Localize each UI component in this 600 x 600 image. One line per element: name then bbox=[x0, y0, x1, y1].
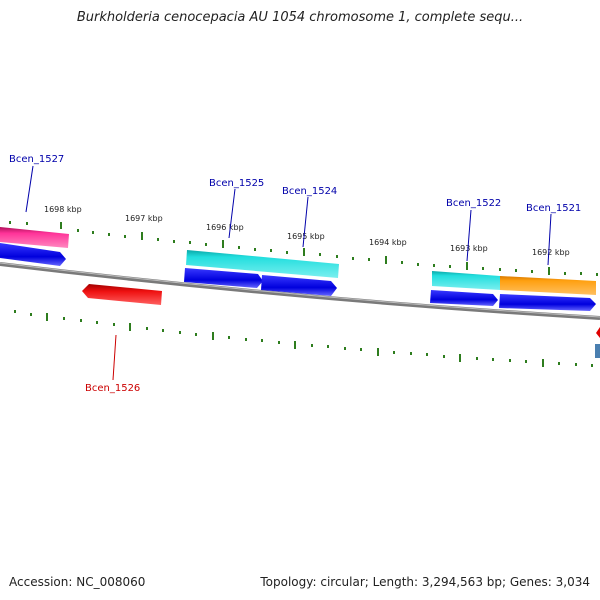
gene-feature-cyan-1522[interactable] bbox=[432, 271, 500, 290]
label-callouts bbox=[25, 165, 552, 381]
gene-feature-magenta[interactable] bbox=[0, 227, 69, 248]
gene-label-bcen-1521[interactable]: Bcen_1521 bbox=[526, 203, 581, 214]
partial-feature-steelblue bbox=[595, 344, 600, 358]
cds-arrow[interactable] bbox=[184, 268, 263, 288]
gene-label-bcen-1522[interactable]: Bcen_1522 bbox=[446, 198, 501, 209]
cds-arrow[interactable] bbox=[499, 294, 596, 311]
gene-label-bcen-1524[interactable]: Bcen_1524 bbox=[282, 186, 337, 197]
chromosome-backbone bbox=[0, 262, 600, 320]
cds-arrow[interactable] bbox=[430, 290, 498, 306]
accession-label: Accession: NC_008060 bbox=[9, 575, 146, 589]
upper-ticks bbox=[9, 221, 598, 276]
kbp-label: 1697 kbp bbox=[125, 214, 163, 223]
gene-feature-cyan-1525[interactable] bbox=[186, 250, 339, 278]
map-title: Burkholderia cenocepacia AU 1054 chromos… bbox=[76, 10, 524, 25]
cds-arrow[interactable] bbox=[261, 275, 337, 296]
gene-label-bcen-1527[interactable]: Bcen_1527 bbox=[9, 154, 64, 165]
cds-arrow[interactable] bbox=[0, 243, 66, 266]
gene-label-bcen-1526[interactable]: Bcen_1526 bbox=[85, 383, 140, 394]
kbp-label: 1698 kbp bbox=[44, 205, 82, 214]
gene-feature-red-1526[interactable] bbox=[82, 284, 162, 305]
kbp-label: 1694 kbp bbox=[369, 238, 407, 247]
partial-feature-red bbox=[596, 327, 600, 338]
gene-feature-orange-1521[interactable] bbox=[500, 276, 596, 295]
kbp-label: 1692 kbp bbox=[532, 248, 570, 257]
gene-label-bcen-1525[interactable]: Bcen_1525 bbox=[209, 178, 264, 189]
lower-ticks bbox=[14, 310, 593, 367]
kbp-label: 1695 kbp bbox=[287, 232, 325, 241]
kbp-label: 1693 kbp bbox=[450, 244, 488, 253]
topology-label: Topology: circular; Length: 3,294,563 bp… bbox=[260, 575, 590, 589]
kbp-label: 1696 kbp bbox=[206, 223, 244, 232]
